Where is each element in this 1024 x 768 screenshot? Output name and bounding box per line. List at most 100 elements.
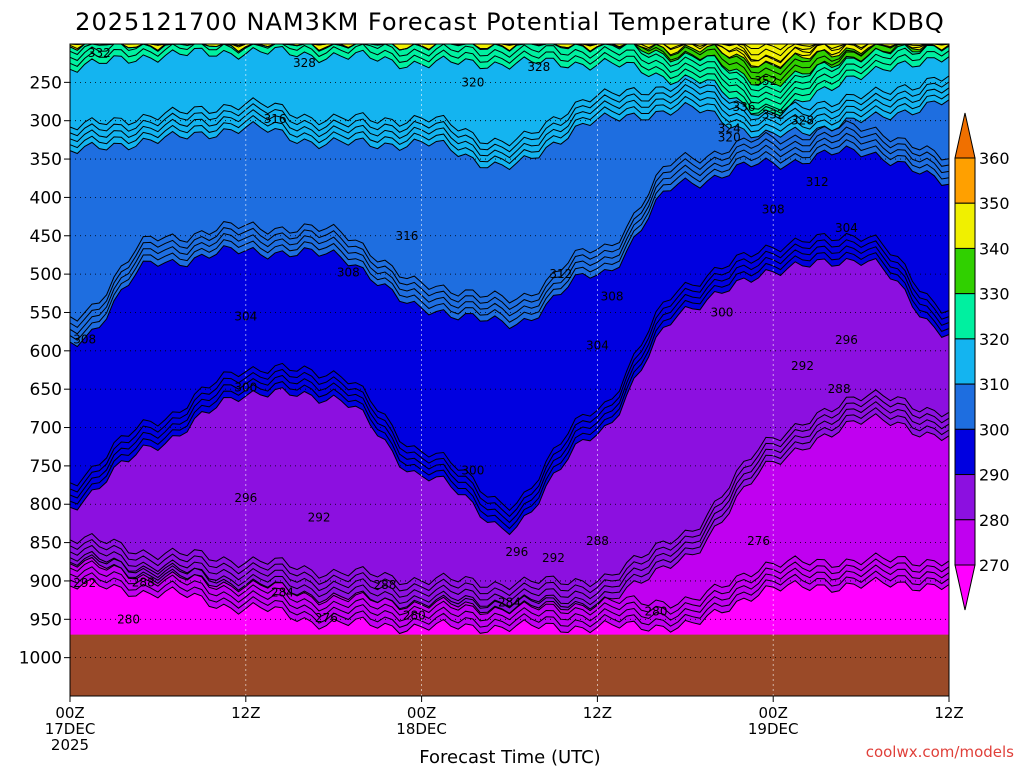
contour-label: 296 <box>835 333 858 347</box>
contour-label: 332 <box>762 108 785 122</box>
contour-label: 352 <box>754 74 777 88</box>
contour-label: 292 <box>308 510 331 524</box>
contour-line-310 <box>69 145 950 348</box>
contour-label: 292 <box>791 359 814 373</box>
contour-label-text: 312 <box>806 175 829 189</box>
colorbar-label: 270 <box>979 556 1010 575</box>
contour-line-318 <box>69 120 950 322</box>
x-tick-label: 12Z <box>583 704 612 722</box>
colorbar-min-arrow <box>954 564 976 611</box>
contour-label: 288 <box>132 575 155 589</box>
contour-line-314 <box>69 132 950 335</box>
x-tick-label: 00Z <box>759 704 788 722</box>
contour-label-text: 312 <box>549 267 572 281</box>
contour-label-text: 304 <box>586 338 609 352</box>
contour-line-316 <box>69 126 950 329</box>
contour-label-text: 280 <box>645 605 668 619</box>
contour-label: 328 <box>791 114 814 128</box>
colorbar-label: 340 <box>979 239 1010 258</box>
theta-band-above-350 <box>70 44 949 68</box>
y-tick-label: 1000 <box>19 649 62 669</box>
contour-line-286 <box>69 558 950 616</box>
contour-label: 280 <box>403 608 426 622</box>
colorbar: 360 350 340 330 320 310 300 290 280 270 <box>954 112 1010 611</box>
contour-label: 324 <box>718 121 741 135</box>
contour-line-294 <box>69 401 950 603</box>
contour-label-text: 300 <box>234 381 257 395</box>
contour-label-text: 332 <box>762 108 785 122</box>
contour-label-text: 292 <box>73 576 96 590</box>
contour-label: 304 <box>234 309 257 323</box>
contour-label: 312 <box>806 175 829 189</box>
contour-line-282 <box>69 570 950 628</box>
contour-label-text: 352 <box>754 74 777 88</box>
contour-label-text: 308 <box>601 289 624 303</box>
x-axis-label: Forecast Time (UTC) <box>419 747 600 768</box>
contour-line-288 <box>69 552 950 610</box>
contour-label: 320 <box>718 131 741 145</box>
contour-label-text: 292 <box>791 359 814 373</box>
y-tick-label: 500 <box>30 265 62 285</box>
contour-line-284 <box>69 564 950 622</box>
contour-line-layer <box>69 43 950 635</box>
contour-line-312 <box>69 139 950 341</box>
credit-link[interactable]: coolwx.com/models <box>866 743 1014 761</box>
contour-line-350 <box>69 43 950 69</box>
contour-label-text: 320 <box>718 131 741 145</box>
contour-label-text: 288 <box>828 382 851 396</box>
x-tick-label: 19DEC <box>748 720 799 738</box>
colorbar-swatch-280 <box>954 474 976 521</box>
y-axis: 250 300 350 400 450 500 550 600 650 700 750 800 850 9… <box>19 73 70 669</box>
x-tick-label: 12Z <box>231 704 260 722</box>
contour-label: 276 <box>747 534 770 548</box>
y-tick-label: 900 <box>30 572 62 592</box>
y-tick-label: 750 <box>30 457 62 477</box>
colorbar-label: 320 <box>979 330 1010 349</box>
y-tick-label: 300 <box>30 112 62 132</box>
contour-label: 284 <box>271 585 294 599</box>
contour-label: 320 <box>461 75 484 89</box>
y-tick-label: 650 <box>30 380 62 400</box>
colorbar-swatch-310 <box>954 338 976 385</box>
contour-label-text: 300 <box>461 463 484 477</box>
contour-label-text: 328 <box>791 114 814 128</box>
contour-line-292 <box>69 407 950 608</box>
contour-label: 284 <box>498 595 521 609</box>
contour-label-text: 288 <box>132 575 155 589</box>
colorbar-label: 330 <box>979 285 1010 304</box>
contour-label-text: 284 <box>271 585 294 599</box>
y-tick-label: 400 <box>30 188 62 208</box>
contour-label: 288 <box>374 578 397 592</box>
contour-line-328 <box>69 75 950 147</box>
contour-label: 292 <box>73 576 96 590</box>
contour-label-text: 296 <box>505 545 528 559</box>
contour-label: 304 <box>586 338 609 352</box>
contour-label-text: 284 <box>498 595 521 609</box>
contour-line-308 <box>69 232 950 511</box>
contour-line-330 <box>69 45 950 117</box>
contour-line-302 <box>69 251 950 530</box>
colorbar-swatch-320 <box>954 293 976 340</box>
x-tick-label: 17DEC <box>45 720 96 738</box>
contour-label-text: 308 <box>73 332 96 346</box>
contour-label: 308 <box>762 203 785 217</box>
contour-label: 296 <box>234 491 257 505</box>
contour-label: 288 <box>828 382 851 396</box>
colorbar-swatch-330 <box>954 247 976 295</box>
y-tick-label: 950 <box>30 610 62 630</box>
contour-line-304 <box>69 245 950 524</box>
contour-label-text: 308 <box>337 266 360 280</box>
colorbar-label: 310 <box>979 375 1010 394</box>
colorbar-label: 300 <box>979 420 1010 439</box>
contour-label: 312 <box>549 267 572 281</box>
colorbar-swatch-270 <box>954 519 976 566</box>
contour-label-text: 308 <box>762 203 785 217</box>
contour-label: 300 <box>234 381 257 395</box>
contour-label-text: 276 <box>315 611 338 625</box>
contour-label-text: 300 <box>710 305 733 319</box>
contour-label: 300 <box>710 305 733 319</box>
contour-line-326 <box>69 81 950 153</box>
contour-label-text: 280 <box>117 612 140 626</box>
